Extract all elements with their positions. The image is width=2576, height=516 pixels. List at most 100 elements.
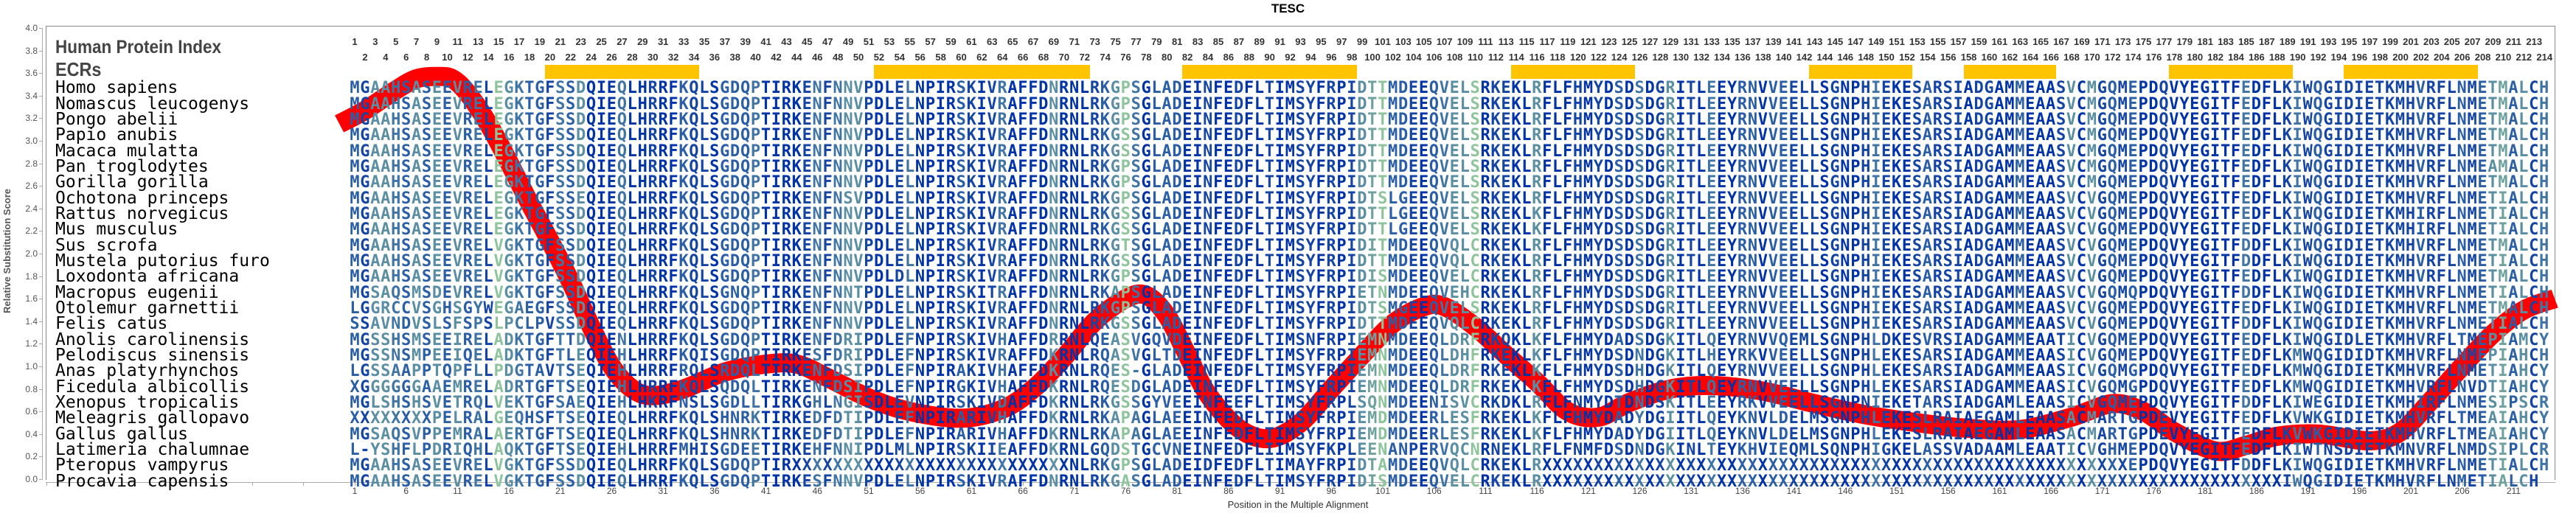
residue: Q — [586, 362, 597, 381]
residue: K — [1511, 189, 1521, 208]
residue: A — [1994, 362, 2004, 381]
residue: S — [1295, 79, 1305, 98]
residue: N — [812, 204, 822, 223]
residue: N — [1049, 268, 1059, 287]
residue: H — [1861, 157, 1871, 176]
residue: E — [1901, 157, 1912, 176]
residue: H — [2518, 377, 2529, 397]
residue: T — [760, 173, 771, 192]
residue: E — [1182, 283, 1192, 302]
residue: P — [2138, 126, 2148, 145]
residue: D — [1973, 126, 1984, 145]
residue: L — [1552, 173, 1563, 192]
index-label: 155 — [1929, 36, 1946, 47]
residue: T — [2488, 299, 2498, 318]
residue: L — [699, 110, 709, 129]
residue: A — [370, 189, 381, 208]
residue: E — [1778, 346, 1788, 365]
residue: G — [360, 268, 370, 287]
residue: I — [2210, 204, 2221, 223]
residue: H — [637, 173, 648, 192]
residue: F — [668, 220, 678, 240]
residue: K — [1891, 173, 1902, 192]
residue: S — [1912, 157, 1923, 176]
residue: F — [1542, 362, 1552, 381]
residue: L — [1151, 236, 1162, 255]
residue: H — [2539, 236, 2549, 255]
residue: E — [431, 110, 442, 129]
residue: K — [966, 362, 976, 381]
residue: Q — [617, 268, 627, 287]
residue: G — [1830, 236, 1840, 255]
residue: N — [914, 251, 926, 271]
residue: Q — [2313, 283, 2323, 302]
residue: L — [2446, 94, 2457, 114]
residue: D — [1645, 362, 1655, 381]
residue: L — [1521, 173, 1532, 192]
residue: L — [1459, 251, 1470, 271]
residue: M — [2117, 362, 2128, 381]
residue: D — [1603, 189, 1614, 208]
residue: N — [812, 236, 822, 255]
residue: R — [1665, 315, 1676, 334]
residue: N — [1840, 236, 1850, 255]
substitution-score-curve — [335, 66, 2558, 461]
residue: R — [462, 94, 473, 114]
residue: S — [1943, 189, 1953, 208]
residue: S — [421, 142, 432, 161]
residue: F — [1213, 204, 1223, 223]
residue: T — [524, 251, 535, 271]
residue: I — [2498, 189, 2508, 208]
index-label: 181 — [2197, 36, 2214, 47]
residue: E — [1501, 299, 1511, 318]
residue: C — [2076, 236, 2087, 255]
residue: R — [1665, 126, 1676, 145]
index-label: 116 — [1529, 52, 1545, 63]
residue: V — [2169, 283, 2179, 302]
residue: K — [791, 189, 802, 208]
residue: I — [1347, 110, 1357, 129]
residue: H — [1861, 79, 1871, 98]
residue: Q — [740, 189, 751, 208]
y-tick-label: 3.6 — [25, 68, 38, 79]
residue: R — [781, 142, 791, 161]
residue: S — [1634, 94, 1645, 114]
residue: S — [1943, 173, 1953, 192]
residue: I — [2498, 330, 2508, 349]
residue: M — [2117, 393, 2128, 412]
residue: F — [822, 94, 833, 114]
residue: E — [606, 362, 617, 381]
residue: E — [1901, 283, 1912, 302]
residue: A — [2035, 299, 2046, 318]
residue: T — [1378, 142, 1388, 161]
residue: T — [760, 94, 771, 114]
x-axis-title: Position in the Multiple Alignment — [1227, 499, 1369, 510]
residue: Q — [617, 110, 627, 129]
residue: P — [925, 220, 936, 240]
residue: A — [1994, 220, 2004, 240]
residue: S — [1470, 173, 1480, 192]
residue: F — [1542, 173, 1552, 192]
residue: K — [2282, 330, 2292, 349]
residue: E — [575, 393, 586, 412]
residue: A — [2035, 236, 2046, 255]
residue: A — [2508, 220, 2518, 240]
residue: Y — [2179, 142, 2190, 161]
residue: R — [1737, 189, 1748, 208]
residue: R — [1059, 362, 1069, 381]
residue: K — [966, 79, 976, 98]
residue: F — [668, 299, 678, 318]
residue: E — [1901, 362, 1912, 381]
residue: I — [1347, 268, 1357, 287]
residue: E — [2128, 330, 2138, 349]
residue: S — [956, 94, 966, 114]
residue: E — [606, 236, 617, 255]
residue: T — [2375, 110, 2385, 129]
residue: R — [1089, 393, 1100, 412]
index-label: 48 — [832, 52, 844, 63]
residue: V — [2467, 377, 2477, 397]
residue: P — [2138, 283, 2148, 302]
residue: R — [1480, 204, 1490, 223]
residue: A — [1963, 315, 1973, 334]
residue: C — [2529, 393, 2539, 412]
